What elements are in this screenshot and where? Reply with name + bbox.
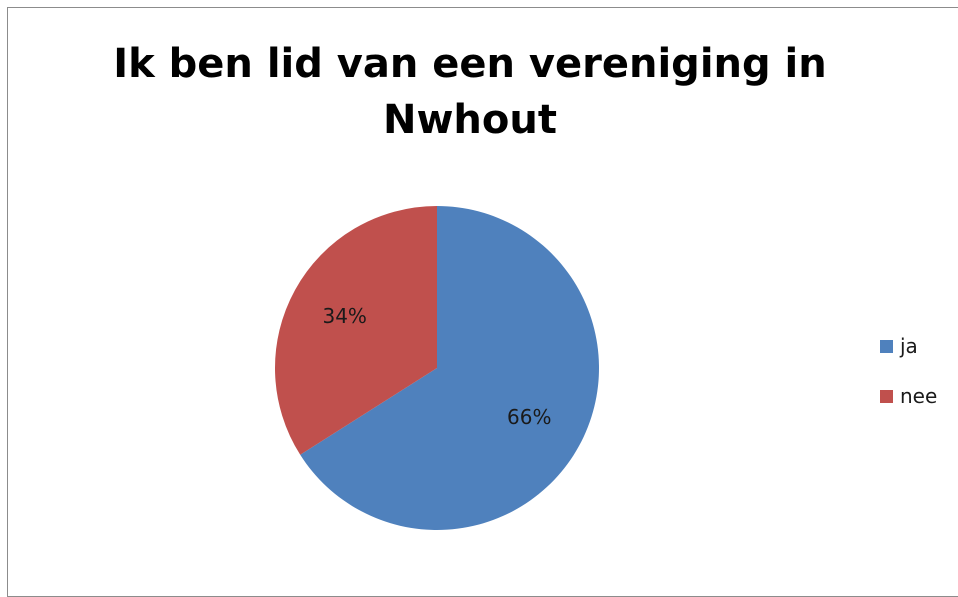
- legend-item-ja: ja: [880, 333, 937, 359]
- legend: ja nee: [880, 333, 937, 433]
- pie-chart: 66% 34%: [275, 205, 599, 530]
- legend-label-nee: nee: [900, 384, 938, 408]
- chart-title: Ik ben lid van een vereniging in Nwhout: [113, 41, 827, 143]
- data-label-ja: 66%: [507, 405, 551, 429]
- legend-label-ja: ja: [900, 334, 918, 358]
- legend-item-nee: nee: [880, 383, 937, 409]
- pie-slice-ja: [300, 206, 599, 530]
- data-label-nee: 34%: [322, 304, 366, 328]
- legend-swatch-nee: [880, 389, 893, 403]
- pie-slice-nee: [275, 205, 437, 455]
- legend-swatch-ja: [880, 339, 893, 353]
